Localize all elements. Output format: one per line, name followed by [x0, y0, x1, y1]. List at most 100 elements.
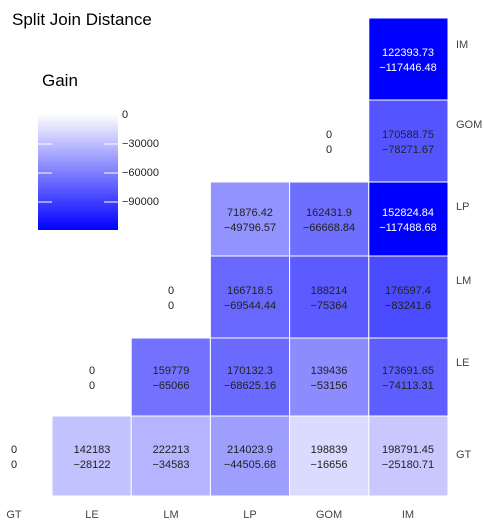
cell-gom-lm-tile	[289, 255, 370, 339]
cell-lp-le-tile	[209, 337, 291, 417]
legend-tick-label: −90000	[122, 196, 159, 208]
cell-lm-gt-tile	[130, 415, 211, 497]
cell-le-gt: 142183 −28122	[51, 415, 132, 497]
cell-lp-gt-lower-label: −44505.68	[224, 459, 276, 471]
legend-tick-label: 0	[122, 109, 128, 121]
cell-gom-lm: 188214 −75364	[289, 255, 370, 339]
cell-lm-le-upper-label: 159779	[153, 365, 190, 377]
legend-ticks: 0 −30000 −60000 −90000	[38, 109, 159, 232]
cell-im-lp: 152824.84 −117488.68	[368, 181, 449, 257]
cell-lp-gt: 214023.9 −44505.68	[209, 415, 291, 497]
y-tick-label-lp: LP	[456, 201, 469, 213]
cell-gom-lp-tile	[289, 181, 370, 257]
cell-gom-gt-upper-label: 198839	[311, 444, 348, 456]
cell-im-im-upper-label: 122393.73	[382, 47, 434, 59]
cell-im-gom: 170588.75 −78271.67	[368, 99, 449, 183]
cell-im-gt-tile	[368, 415, 449, 497]
cell-lp-gt-upper-label: 214023.9	[227, 444, 273, 456]
cell-gt-gt-lower-label: 0	[11, 459, 17, 471]
cell-lp-gt-tile	[209, 415, 291, 497]
cell-im-lm: 176597.4 −83241.6	[368, 255, 449, 339]
x-tick-label-lm: LM	[163, 509, 178, 521]
cell-lp-lp-upper-label: 71876.42	[227, 207, 273, 219]
cell-im-le-lower-label: −74113.31	[382, 380, 434, 392]
cell-gt-gt-upper-label: 0	[11, 444, 17, 456]
cell-gt-gt: 00	[11, 444, 17, 471]
cell-gom-gt: 198839 −16656	[289, 415, 370, 497]
cell-gom-gt-lower-label: −16656	[310, 459, 347, 471]
cell-gom-gom: 00	[326, 129, 332, 156]
cell-gom-le-lower-label: −53156	[310, 380, 347, 392]
cell-lm-le-lower-label: −65066	[152, 380, 189, 392]
axis-labels: GT LE LM LP GOM IM IM GOM LP LM LE GT	[6, 39, 482, 521]
legend-tick-label: −30000	[122, 138, 159, 150]
cell-im-le-tile	[368, 337, 449, 417]
cell-gom-lm-lower-label: −75364	[310, 300, 347, 312]
x-tick-label-gt: GT	[6, 509, 22, 521]
cell-im-gom-tile	[368, 99, 449, 183]
x-tick-label-gom: GOM	[316, 509, 342, 521]
cell-lm-lm: 00	[168, 285, 174, 312]
cell-lm-le: 159779 −65066	[130, 337, 211, 417]
cell-im-lm-lower-label: −83241.6	[385, 300, 431, 312]
cell-le-gt-tile	[51, 415, 132, 497]
cell-le-le-upper-label: 0	[89, 365, 95, 377]
cell-lp-lp: 71876.42 −49796.57	[209, 181, 291, 257]
cell-im-le-upper-label: 173691.65	[382, 365, 434, 377]
cell-lp-lm-tile	[209, 255, 291, 339]
cell-lm-gt-upper-label: 222213	[153, 444, 190, 456]
cell-im-lp-upper-label: 152824.84	[382, 207, 434, 219]
cell-im-lp-tile	[368, 181, 449, 257]
cell-im-im-lower-label: −117446.48	[379, 62, 437, 74]
cell-im-gt: 198791.45 −25180.71	[368, 415, 449, 497]
cell-lm-le-tile	[130, 337, 211, 417]
cell-le-gt-lower-label: −28122	[73, 459, 110, 471]
chart-title: Split Join Distance	[12, 10, 152, 29]
x-tick-label-lp: LP	[243, 509, 256, 521]
y-tick-label-im: IM	[456, 39, 468, 51]
cell-gom-lp-lower-label: −66668.84	[303, 222, 355, 234]
cell-lm-gt: 222213 −34583	[130, 415, 211, 497]
cell-lm-lm-upper-label: 0	[168, 285, 174, 297]
cell-lm-lm-lower-label: 0	[168, 300, 174, 312]
cell-gom-le-upper-label: 139436	[311, 365, 348, 377]
cell-le-le: 00	[89, 365, 95, 392]
cell-im-lp-lower-label: −117488.68	[379, 222, 437, 234]
cell-im-gom-upper-label: 170588.75	[382, 129, 434, 141]
legend: Gain 0 −30000 −60000 −90000	[38, 71, 159, 232]
cell-gom-gom-upper-label: 0	[326, 129, 332, 141]
legend-tick-label: −60000	[122, 167, 159, 179]
y-tick-label-gom: GOM	[456, 119, 482, 131]
cell-im-gt-upper-label: 198791.45	[382, 444, 434, 456]
cell-gom-gt-tile	[289, 415, 370, 497]
cell-gom-lm-upper-label: 188214	[311, 285, 348, 297]
cell-lp-lm-lower-label: −69544.44	[224, 300, 276, 312]
cell-im-le: 173691.65 −74113.31	[368, 337, 449, 417]
heatmap-cells: 00142183−28122222213−34583214023.9−44505…	[11, 17, 449, 497]
cell-im-gom-lower-label: −78271.67	[382, 144, 434, 156]
cell-im-gt-lower-label: −25180.71	[382, 459, 434, 471]
cell-lp-lm-upper-label: 166718.5	[227, 285, 273, 297]
cell-lm-gt-lower-label: −34583	[152, 459, 189, 471]
cell-le-gt-upper-label: 142183	[74, 444, 111, 456]
legend-color-bar	[38, 114, 118, 230]
cell-im-im: 122393.73 −117446.48	[368, 17, 449, 101]
cell-lp-le-upper-label: 170132.3	[227, 365, 273, 377]
legend-title: Gain	[42, 71, 78, 90]
cell-gom-lp-upper-label: 162431.9	[306, 207, 352, 219]
cell-lp-lp-tile	[209, 181, 291, 257]
x-tick-label-im: IM	[402, 509, 414, 521]
cell-gom-le-tile	[289, 337, 370, 417]
cell-gom-gom-lower-label: 0	[326, 144, 332, 156]
y-tick-label-lm: LM	[456, 275, 471, 287]
cell-gom-lp: 162431.9 −66668.84	[289, 181, 370, 257]
cell-lp-lm: 166718.5 −69544.44	[209, 255, 291, 339]
cell-lp-lp-lower-label: −49796.57	[224, 222, 276, 234]
x-tick-label-le: LE	[85, 509, 98, 521]
cell-im-im-tile	[368, 17, 449, 101]
y-tick-label-le: LE	[456, 357, 469, 369]
cell-im-lm-tile	[368, 255, 449, 339]
y-tick-label-gt: GT	[456, 449, 472, 461]
cell-le-le-lower-label: 0	[89, 380, 95, 392]
